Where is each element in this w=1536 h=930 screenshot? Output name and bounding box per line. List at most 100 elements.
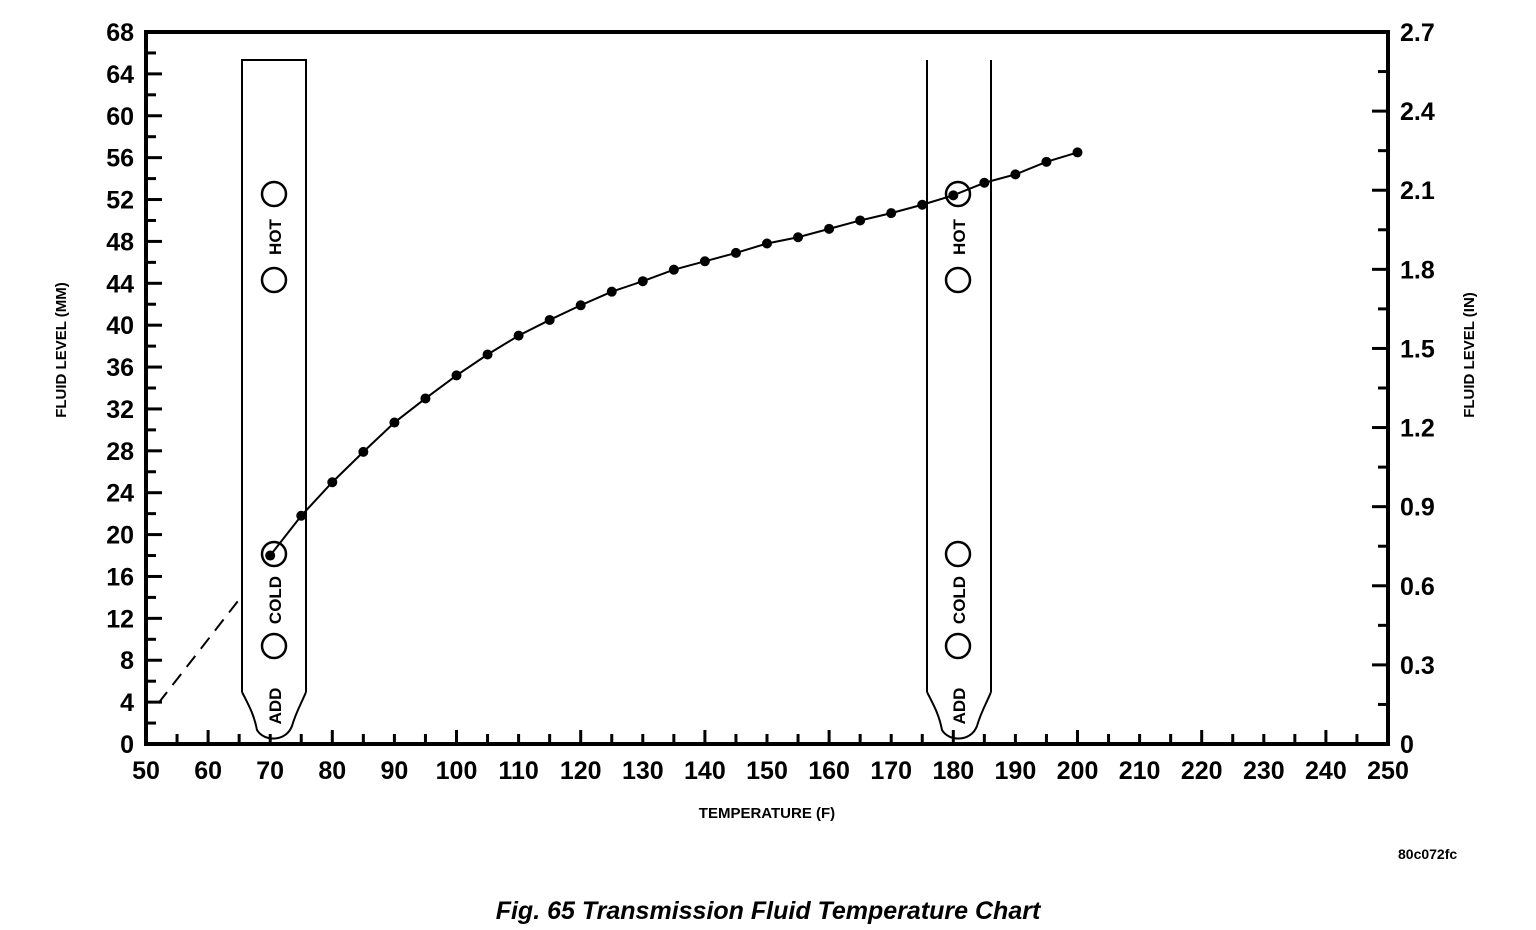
y-tick-label: 12 bbox=[106, 605, 134, 633]
y-tick-label: 48 bbox=[106, 228, 134, 256]
y2-tick-label: 0.9 bbox=[1400, 494, 1435, 522]
cold-label: COLD bbox=[950, 576, 969, 624]
y-tick-label: 52 bbox=[106, 187, 134, 215]
x-axis-label: TEMPERATURE (F) bbox=[699, 805, 835, 822]
x-tick-label: 170 bbox=[870, 757, 912, 785]
y-tick-label: 4 bbox=[120, 689, 134, 717]
y2-tick-label: 2.4 bbox=[1400, 98, 1435, 126]
x-tick-label: 180 bbox=[932, 757, 974, 785]
y-tick-label: 60 bbox=[106, 103, 134, 131]
data-point bbox=[948, 190, 959, 201]
y-tick-label: 16 bbox=[106, 563, 134, 591]
y-tick-label: 0 bbox=[120, 731, 134, 759]
y2-tick-label: 1.8 bbox=[1400, 256, 1435, 284]
dipstick-outline bbox=[241, 59, 307, 692]
dipstick-mark-circle bbox=[260, 180, 288, 208]
data-point bbox=[265, 550, 276, 561]
data-point bbox=[1041, 156, 1052, 167]
data-point bbox=[1072, 147, 1083, 158]
data-point bbox=[979, 177, 990, 188]
x-tick-label: 250 bbox=[1367, 757, 1409, 785]
data-point bbox=[855, 215, 866, 226]
y2-axis-label: FLUID LEVEL (IN) bbox=[1461, 292, 1478, 418]
y-tick-label: 40 bbox=[106, 312, 134, 340]
y-axis-label: FLUID LEVEL (MM) bbox=[53, 282, 70, 418]
data-point bbox=[451, 370, 462, 381]
x-tick-label: 150 bbox=[746, 757, 788, 785]
data-point bbox=[886, 208, 897, 219]
x-tick-label: 140 bbox=[684, 757, 726, 785]
x-tick-label: 60 bbox=[194, 757, 222, 785]
dipstick-tip bbox=[241, 691, 307, 740]
data-point bbox=[513, 330, 524, 341]
cold-label: COLD bbox=[266, 576, 285, 624]
data-point bbox=[1010, 169, 1021, 180]
plot-frame bbox=[144, 30, 1390, 746]
data-point bbox=[575, 300, 586, 311]
x-tick-label: 210 bbox=[1119, 757, 1161, 785]
y-tick-label: 32 bbox=[106, 396, 134, 424]
extrapolated-line bbox=[157, 598, 240, 704]
data-point bbox=[699, 256, 710, 267]
data-point bbox=[358, 446, 369, 457]
x-tick-label: 130 bbox=[622, 757, 664, 785]
dipstick-mark-circle bbox=[260, 266, 288, 294]
data-point bbox=[762, 238, 772, 249]
y2-tick-label: 2.7 bbox=[1400, 19, 1435, 47]
y-tick-label: 24 bbox=[106, 480, 134, 508]
figure-id: 80c072fc bbox=[1398, 846, 1458, 862]
hot-label: HOT bbox=[950, 218, 969, 255]
x-tick-label: 230 bbox=[1243, 757, 1285, 785]
add-label: ADD bbox=[266, 688, 285, 725]
y2-tick-label: 0.6 bbox=[1400, 573, 1435, 601]
y2-tick-label: 0.3 bbox=[1400, 652, 1435, 680]
data-point bbox=[668, 264, 679, 275]
data-point bbox=[420, 393, 431, 404]
data-point bbox=[730, 247, 741, 258]
y2-tick-label: 1.5 bbox=[1400, 335, 1435, 363]
x-tick-label: 240 bbox=[1305, 757, 1347, 785]
y-tick-label: 20 bbox=[106, 522, 134, 550]
data-point bbox=[389, 417, 400, 428]
x-tick-label: 120 bbox=[560, 757, 602, 785]
data-point bbox=[544, 314, 555, 325]
y2-tick-label: 2.1 bbox=[1400, 177, 1435, 205]
figure-caption: Fig. 65 Transmission Fluid Temperature C… bbox=[495, 897, 1041, 925]
fluid-level-line bbox=[269, 151, 1078, 557]
data-point bbox=[482, 349, 493, 360]
axes: 50 60 70 80 90 100 110 120 130 140 150 160 170 180 190… bbox=[106, 19, 1435, 785]
dipstick-mark-circle bbox=[944, 540, 972, 568]
y-tick-label: 64 bbox=[106, 61, 134, 89]
x-tick-label: 200 bbox=[1057, 757, 1099, 785]
data-point bbox=[824, 223, 835, 234]
x-tick-label: 70 bbox=[256, 757, 284, 785]
y-tick-label: 68 bbox=[106, 19, 134, 47]
x-tick-label: 50 bbox=[132, 757, 160, 785]
y-tick-label: 44 bbox=[106, 270, 134, 298]
dipstick-tip bbox=[926, 691, 992, 740]
y-tick-label: 8 bbox=[120, 647, 134, 675]
y-tick-label: 56 bbox=[106, 145, 134, 173]
data-point bbox=[296, 510, 307, 521]
add-label: ADD bbox=[950, 688, 969, 725]
x-tick-label: 100 bbox=[436, 757, 478, 785]
data-point bbox=[637, 276, 648, 287]
data-point bbox=[793, 232, 804, 243]
dipsticks: HOT COLD ADD HOT COLD ADD bbox=[241, 59, 992, 740]
y2-tick-label: 1.2 bbox=[1400, 415, 1435, 443]
y-tick-label: 36 bbox=[106, 354, 134, 382]
y2-tick-label: 0 bbox=[1400, 731, 1414, 759]
data-point bbox=[606, 286, 617, 297]
dipstick-mark-circle bbox=[944, 632, 972, 660]
x-tick-label: 110 bbox=[498, 757, 538, 785]
x-tick-label: 220 bbox=[1181, 757, 1223, 785]
x-tick-label: 160 bbox=[808, 757, 850, 785]
dipstick-mark-circle bbox=[944, 266, 972, 294]
dipstick-mark-circle bbox=[260, 632, 288, 660]
series-layer bbox=[157, 147, 1083, 704]
x-tick-label: 90 bbox=[380, 757, 408, 785]
x-tick-label: 190 bbox=[995, 757, 1037, 785]
y-tick-label: 28 bbox=[106, 438, 134, 466]
hot-label: HOT bbox=[266, 218, 285, 255]
